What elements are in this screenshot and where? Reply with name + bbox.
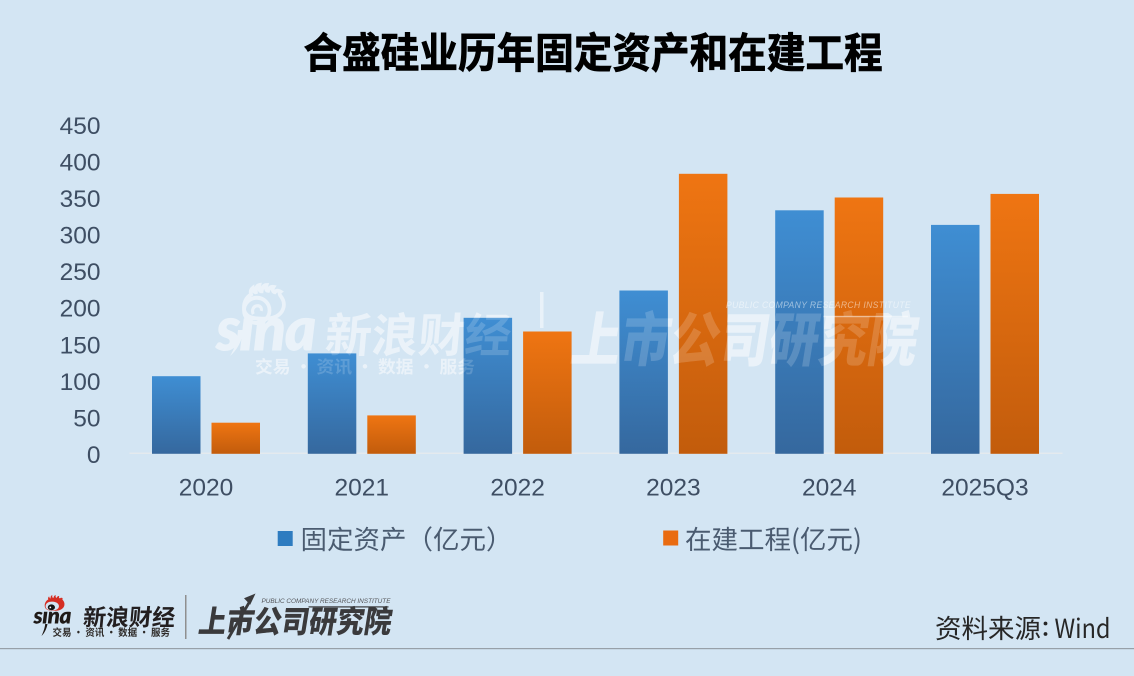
svg-text:150: 150	[60, 332, 101, 359]
svg-text:PUBLIC COMPANY RESEARCH INSTIT: PUBLIC COMPANY RESEARCH INSTITUTE	[726, 300, 912, 310]
svg-text:2023: 2023	[646, 475, 701, 502]
svg-text:50: 50	[73, 405, 100, 432]
svg-text:400: 400	[60, 149, 101, 176]
svg-text:2022: 2022	[490, 475, 545, 502]
svg-text:350: 350	[60, 186, 101, 213]
svg-text:2020: 2020	[179, 475, 234, 502]
svg-text:200: 200	[60, 296, 101, 323]
svg-text:250: 250	[60, 259, 101, 286]
svg-text:450: 450	[60, 113, 101, 140]
svg-text:100: 100	[60, 369, 101, 396]
svg-text:2021: 2021	[335, 475, 390, 502]
svg-text:2024: 2024	[802, 475, 857, 502]
svg-text:300: 300	[60, 223, 101, 250]
svg-text:0: 0	[87, 442, 101, 469]
svg-text:PUBLIC COMPANY RESEARCH INSTIT: PUBLIC COMPANY RESEARCH INSTITUTE	[262, 598, 392, 605]
svg-text:2025Q3: 2025Q3	[941, 475, 1028, 502]
